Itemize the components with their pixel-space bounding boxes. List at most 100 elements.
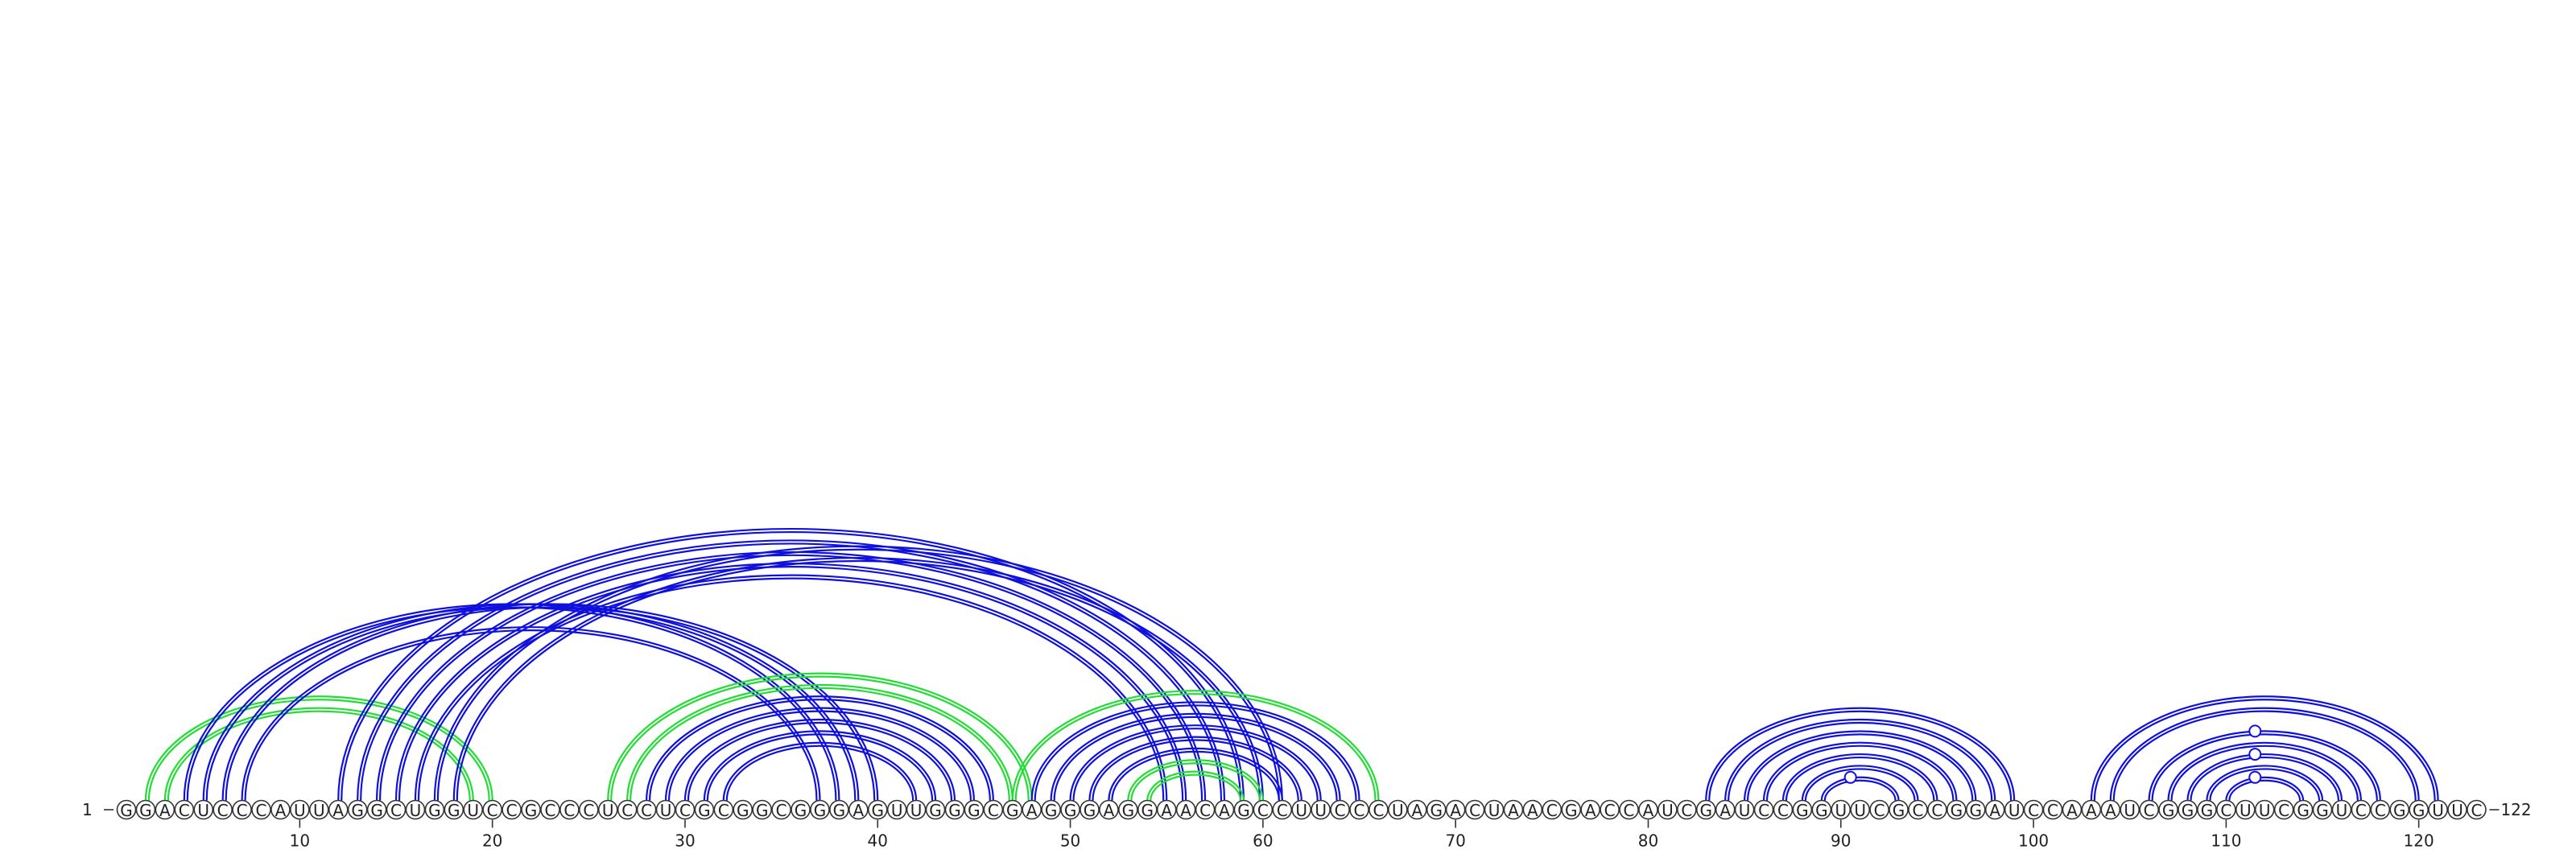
nucleotide-letter: A — [1989, 801, 2000, 820]
arc-15-56-inner — [398, 566, 1184, 801]
nucleotide-letter: A — [2086, 801, 2097, 820]
nucleotide-64: C — [1330, 799, 1350, 820]
nucleotide-15: C — [386, 799, 407, 820]
nucleotide-letter: G — [2297, 801, 2310, 820]
nucleotide-10: U — [290, 799, 310, 820]
nucleotide-letter: G — [872, 801, 885, 820]
nucleotide-43: G — [925, 799, 946, 820]
nucleotide-letter: C — [1373, 801, 1384, 820]
nucleotide-circle — [1734, 799, 1755, 820]
nucleotide-44: G — [944, 799, 965, 820]
nucleotide-110: C — [2216, 799, 2236, 820]
nucleotide-56: A — [1175, 799, 1196, 820]
nucleotide-circle — [1407, 799, 1427, 820]
tick-label-90: 90 — [1831, 831, 1851, 851]
nucleotide-circle — [193, 799, 214, 820]
nucleotide-112: U — [2254, 799, 2275, 820]
nucleotide-19: U — [463, 799, 484, 820]
nucleotide-circle — [1291, 799, 1312, 820]
nucleotide-circle — [2216, 799, 2236, 820]
arc-50-63-inner — [1072, 728, 1319, 801]
nucleotide-circle — [1792, 799, 1813, 820]
arc-104-120 — [2109, 707, 2420, 801]
nucleotide-98: A — [1984, 799, 2005, 820]
nucleotide-letter: U — [2336, 801, 2348, 820]
nucleotide-circle — [1330, 799, 1350, 820]
tick-label-80: 80 — [1638, 831, 1658, 851]
nucleotide-32: C — [713, 799, 734, 820]
nucleotide-circle — [597, 799, 618, 820]
nucleotide-69: G — [1426, 799, 1447, 820]
nucleotide-circle — [2004, 799, 2025, 820]
nucleotide-letter: C — [718, 801, 729, 820]
nucleotide-103: A — [2081, 799, 2102, 820]
sequence-start-label: 1 — [82, 800, 93, 819]
tick-label-20: 20 — [482, 831, 502, 851]
nucleotide-39: A — [848, 799, 869, 820]
nucleotide-circle — [1137, 799, 1158, 820]
arc-30-44 — [683, 718, 956, 801]
nucleotide-circle — [1677, 799, 1697, 820]
nucleotide-letter: G — [2162, 801, 2175, 820]
nucleotide-letter: U — [2451, 801, 2463, 820]
arc-6-40 — [221, 603, 879, 801]
nucleotide-106: C — [2139, 799, 2159, 820]
nucleotide-80: A — [1638, 799, 1658, 820]
arc-3-19 — [163, 707, 474, 801]
nucleotide-120: G — [2409, 799, 2429, 820]
nucleotide-letter: G — [1045, 801, 1058, 820]
nucleotide-letter: A — [1161, 801, 1172, 820]
nucleotide-circle — [1695, 799, 1716, 820]
nucleotide-circle — [1850, 799, 1870, 820]
nucleotide-47: G — [1002, 799, 1023, 820]
nucleotide-letter: G — [1064, 801, 1077, 820]
nucleotide-letter: C — [179, 801, 190, 820]
nucleotide-circle — [2428, 799, 2448, 820]
nucleotide-circle — [1214, 799, 1235, 820]
arc-109-115 — [2206, 765, 2324, 801]
loop-marker-3 — [2248, 748, 2262, 761]
nucleotide-78: C — [1600, 799, 1620, 820]
nucleotide-circle — [1426, 799, 1447, 820]
nucleotide-circle — [2081, 799, 2102, 820]
nucleotide-letter: C — [1604, 801, 1616, 820]
arc-7-37 — [241, 626, 821, 801]
nucleotide-letter: C — [2220, 801, 2231, 820]
arc-85-97 — [1744, 730, 1977, 801]
arc-48-65 — [1030, 701, 1360, 801]
nucleotide-8: C — [251, 799, 271, 820]
arc-12-59-inner — [341, 530, 1242, 801]
nucleotide-circle — [251, 799, 271, 820]
nucleotide-circle — [713, 799, 734, 820]
nucleotide-circle — [1965, 799, 1986, 820]
nucleotide-letter: U — [2240, 801, 2252, 820]
nucleotide-letter: C — [2278, 801, 2289, 820]
arc-30-44-inner — [687, 721, 953, 801]
nucleotide-95: C — [1927, 799, 1947, 820]
nucleotide-99: U — [2004, 799, 2025, 820]
nucleotide-41: U — [886, 799, 907, 820]
nucleotide-letter: A — [2105, 801, 2116, 820]
arc-14-57-inner — [378, 554, 1203, 801]
nucleotide-circle — [116, 799, 137, 820]
nucleotide-94: C — [1908, 799, 1928, 820]
nucleotide-37: G — [810, 799, 830, 820]
arc-28-46-inner — [649, 699, 991, 801]
arc-50-63 — [1069, 724, 1322, 801]
nucleotide-letter: U — [660, 801, 672, 820]
nucleotide-letter: U — [313, 801, 325, 820]
arc-32-42 — [722, 741, 918, 801]
nucleotide-circle — [270, 799, 291, 820]
nucleotide-circle — [2139, 799, 2159, 820]
nucleotide-circle — [213, 799, 233, 820]
nucleotide-circle — [1946, 799, 1967, 820]
nucleotide-108: G — [2178, 799, 2198, 820]
loop-marker-4 — [2248, 770, 2262, 784]
nucleotide-circle — [1753, 799, 1774, 820]
nucleotide-letter: C — [1277, 801, 1288, 820]
nucleotide-letter: A — [1411, 801, 1422, 820]
nucleotide-105: U — [2120, 799, 2140, 820]
nucleotide-circle — [155, 799, 175, 820]
nucleotide-letter: G — [525, 801, 538, 820]
